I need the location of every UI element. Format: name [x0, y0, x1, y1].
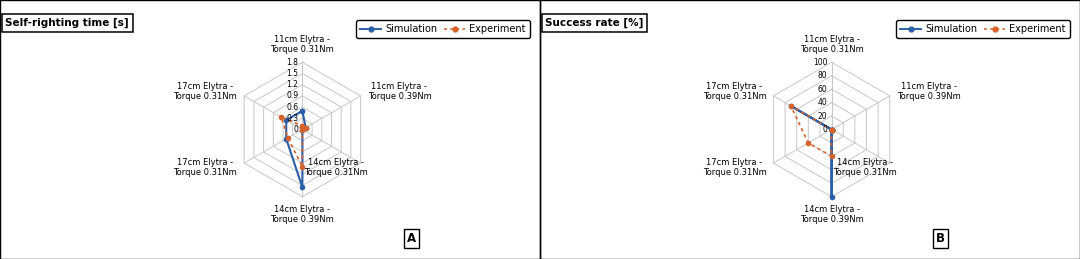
Text: Self-righting time [s]: Self-righting time [s] — [5, 18, 129, 28]
Text: 0.9: 0.9 — [286, 91, 298, 100]
Text: 17cm Elytra -
Torque 0.31Nm: 17cm Elytra - Torque 0.31Nm — [174, 158, 238, 177]
Legend: Simulation, Experiment: Simulation, Experiment — [356, 20, 529, 38]
Text: 0: 0 — [294, 125, 298, 134]
Text: A: A — [407, 232, 416, 245]
Legend: Simulation, Experiment: Simulation, Experiment — [896, 20, 1069, 38]
Text: 1.8: 1.8 — [286, 58, 298, 67]
Text: 0.6: 0.6 — [286, 103, 298, 112]
Text: 11cm Elytra -
Torque 0.31Nm: 11cm Elytra - Torque 0.31Nm — [799, 35, 864, 54]
Text: 14cm Elytra -
Torque 0.31Nm: 14cm Elytra - Torque 0.31Nm — [833, 158, 896, 177]
Text: 20: 20 — [818, 112, 827, 120]
Text: 14cm Elytra -
Torque 0.39Nm: 14cm Elytra - Torque 0.39Nm — [799, 205, 864, 224]
Text: 1.2: 1.2 — [286, 80, 298, 89]
Text: 80: 80 — [818, 71, 827, 80]
Text: 11cm Elytra -
Torque 0.31Nm: 11cm Elytra - Torque 0.31Nm — [270, 35, 335, 54]
Text: 40: 40 — [818, 98, 827, 107]
Text: 1.5: 1.5 — [286, 69, 298, 78]
Text: 14cm Elytra -
Torque 0.39Nm: 14cm Elytra - Torque 0.39Nm — [270, 205, 335, 224]
Text: 0.3: 0.3 — [286, 114, 298, 123]
Text: 17cm Elytra -
Torque 0.31Nm: 17cm Elytra - Torque 0.31Nm — [703, 82, 767, 101]
Text: 100: 100 — [813, 58, 827, 67]
Text: 11cm Elytra -
Torque 0.39Nm: 11cm Elytra - Torque 0.39Nm — [896, 82, 960, 101]
Text: Success rate [%]: Success rate [%] — [545, 18, 644, 28]
Text: 17cm Elytra -
Torque 0.31Nm: 17cm Elytra - Torque 0.31Nm — [703, 158, 767, 177]
Text: 14cm Elytra -
Torque 0.31Nm: 14cm Elytra - Torque 0.31Nm — [303, 158, 367, 177]
Text: B: B — [936, 232, 945, 245]
Text: 11cm Elytra -
Torque 0.39Nm: 11cm Elytra - Torque 0.39Nm — [367, 82, 431, 101]
Text: 17cm Elytra -
Torque 0.31Nm: 17cm Elytra - Torque 0.31Nm — [174, 82, 238, 101]
Text: 60: 60 — [818, 85, 827, 94]
Text: 0: 0 — [823, 125, 827, 134]
